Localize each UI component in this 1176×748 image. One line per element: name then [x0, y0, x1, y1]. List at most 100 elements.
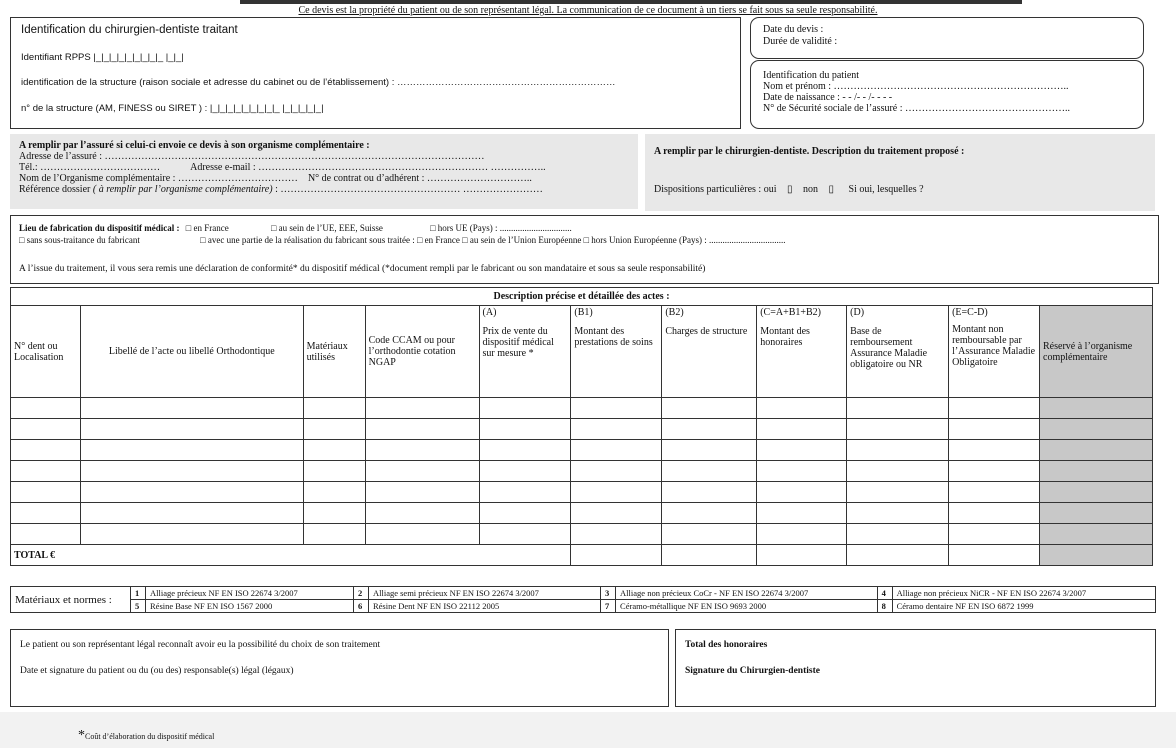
table-cell[interactable] — [948, 397, 1041, 419]
opt-france[interactable]: □ en France — [185, 223, 229, 233]
table-cell[interactable] — [478, 460, 572, 482]
opt-hors-ue[interactable]: □ hors UE (Pays) : .....................… — [430, 223, 572, 233]
table-cell[interactable] — [79, 397, 304, 419]
total-cell[interactable] — [948, 544, 1041, 566]
table-cell[interactable] — [570, 397, 663, 419]
table-cell[interactable] — [10, 439, 81, 461]
structure-number-field[interactable]: n° de la structure (AM, FINESS ou SIRET … — [21, 103, 324, 114]
patient-signature[interactable]: Date et signature du patient ou du (ou d… — [20, 666, 294, 676]
table-cell[interactable] — [364, 397, 480, 419]
insured-contract[interactable]: N° de contrat ou d’adhérent : …………………………… — [307, 173, 532, 184]
table-cell[interactable] — [10, 523, 81, 545]
table-cell[interactable] — [570, 439, 663, 461]
table-cell[interactable] — [661, 439, 758, 461]
table-cell[interactable] — [846, 481, 950, 503]
table-cell[interactable] — [478, 439, 572, 461]
table-cell[interactable] — [302, 523, 366, 545]
insured-address[interactable]: Adresse de l’assuré : ………………………………………………… — [19, 151, 485, 162]
structure-field[interactable]: identification de la structure (raison s… — [21, 77, 616, 88]
quote-date[interactable]: Date du devis : — [763, 24, 824, 35]
table-cell[interactable] — [948, 481, 1041, 503]
oui-checkbox[interactable]: ▯ — [787, 184, 793, 195]
table-cell[interactable] — [10, 481, 81, 503]
table-cell[interactable] — [846, 502, 950, 524]
opt-no-subcontract[interactable]: □ sans sous-traitance du fabricant — [19, 235, 140, 245]
table-cell[interactable] — [1039, 502, 1153, 524]
insured-email[interactable]: Adresse e-mail : ……………………………………………………………… — [190, 162, 546, 173]
table-cell[interactable] — [302, 481, 366, 503]
table-cell[interactable] — [756, 502, 848, 524]
table-cell[interactable] — [846, 523, 950, 545]
table-cell[interactable] — [1039, 481, 1153, 503]
table-cell[interactable] — [846, 460, 950, 482]
dentist-signature[interactable]: Signature du Chirurgien-dentiste — [685, 666, 820, 676]
table-cell[interactable] — [756, 418, 848, 440]
table-cell[interactable] — [661, 523, 758, 545]
table-cell[interactable] — [79, 523, 304, 545]
table-cell[interactable] — [364, 481, 480, 503]
table-cell[interactable] — [570, 523, 663, 545]
table-cell[interactable] — [756, 397, 848, 419]
insured-org[interactable]: Nom de l’Organisme complémentaire : …………… — [19, 173, 298, 184]
total-cell[interactable] — [661, 544, 758, 566]
non-checkbox[interactable]: ▯ — [828, 184, 835, 195]
table-cell[interactable] — [79, 460, 304, 482]
table-cell[interactable] — [79, 418, 304, 440]
table-cell[interactable] — [756, 523, 848, 545]
table-cell[interactable] — [756, 439, 848, 461]
table-cell[interactable] — [570, 502, 663, 524]
table-cell[interactable] — [302, 418, 366, 440]
quote-validity[interactable]: Durée de validité : — [763, 36, 838, 47]
table-cell[interactable] — [570, 418, 663, 440]
table-cell[interactable] — [10, 460, 81, 482]
table-cell[interactable] — [79, 481, 304, 503]
total-cell[interactable] — [1039, 544, 1153, 566]
table-cell[interactable] — [570, 460, 663, 482]
patient-ssn[interactable]: N° de Sécurité sociale de l’assuré : ………… — [763, 103, 1071, 114]
table-cell[interactable] — [1039, 418, 1153, 440]
table-cell[interactable] — [478, 418, 572, 440]
table-cell[interactable] — [1039, 460, 1153, 482]
total-cell[interactable] — [846, 544, 950, 566]
table-cell[interactable] — [302, 460, 366, 482]
table-cell[interactable] — [79, 439, 304, 461]
table-cell[interactable] — [478, 397, 572, 419]
table-cell[interactable] — [478, 481, 572, 503]
insured-phone[interactable]: Tél.: ……………………………… — [19, 162, 161, 173]
table-cell[interactable] — [302, 439, 366, 461]
table-cell[interactable] — [364, 460, 480, 482]
table-cell[interactable] — [661, 481, 758, 503]
table-cell[interactable] — [478, 523, 572, 545]
table-cell[interactable] — [846, 397, 950, 419]
table-cell[interactable] — [661, 418, 758, 440]
opt-ue[interactable]: □ au sein de l’UE, EEE, Suisse — [270, 223, 383, 233]
table-cell[interactable] — [948, 418, 1041, 440]
total-cell[interactable] — [756, 544, 848, 566]
table-cell[interactable] — [661, 397, 758, 419]
table-cell[interactable] — [478, 502, 572, 524]
table-cell[interactable] — [1039, 397, 1153, 419]
table-cell[interactable] — [10, 397, 81, 419]
table-cell[interactable] — [846, 418, 950, 440]
rpps-field[interactable]: Identifiant RPPS |_|_|_|_|_|_|_|_|_ |_|_… — [21, 52, 184, 63]
table-cell[interactable] — [364, 502, 480, 524]
table-cell[interactable] — [948, 460, 1041, 482]
table-cell[interactable] — [1039, 439, 1153, 461]
table-cell[interactable] — [661, 502, 758, 524]
opt-subcontract[interactable]: □ avec une partie de la réalisation du f… — [200, 235, 786, 245]
patient-name[interactable]: Nom et prénom : …………………………………………………………….… — [763, 81, 1069, 92]
table-cell[interactable] — [846, 439, 950, 461]
table-cell[interactable] — [364, 418, 480, 440]
table-cell[interactable] — [570, 481, 663, 503]
patient-birth[interactable]: Date de naissance : - - /- - /- - - - — [763, 92, 893, 103]
table-cell[interactable] — [302, 502, 366, 524]
table-cell[interactable] — [79, 502, 304, 524]
table-cell[interactable] — [1039, 523, 1153, 545]
table-cell[interactable] — [364, 523, 480, 545]
table-cell[interactable] — [948, 502, 1041, 524]
table-cell[interactable] — [756, 460, 848, 482]
table-cell[interactable] — [10, 502, 81, 524]
table-cell[interactable] — [948, 439, 1041, 461]
table-cell[interactable] — [364, 439, 480, 461]
total-cell[interactable] — [570, 544, 663, 566]
